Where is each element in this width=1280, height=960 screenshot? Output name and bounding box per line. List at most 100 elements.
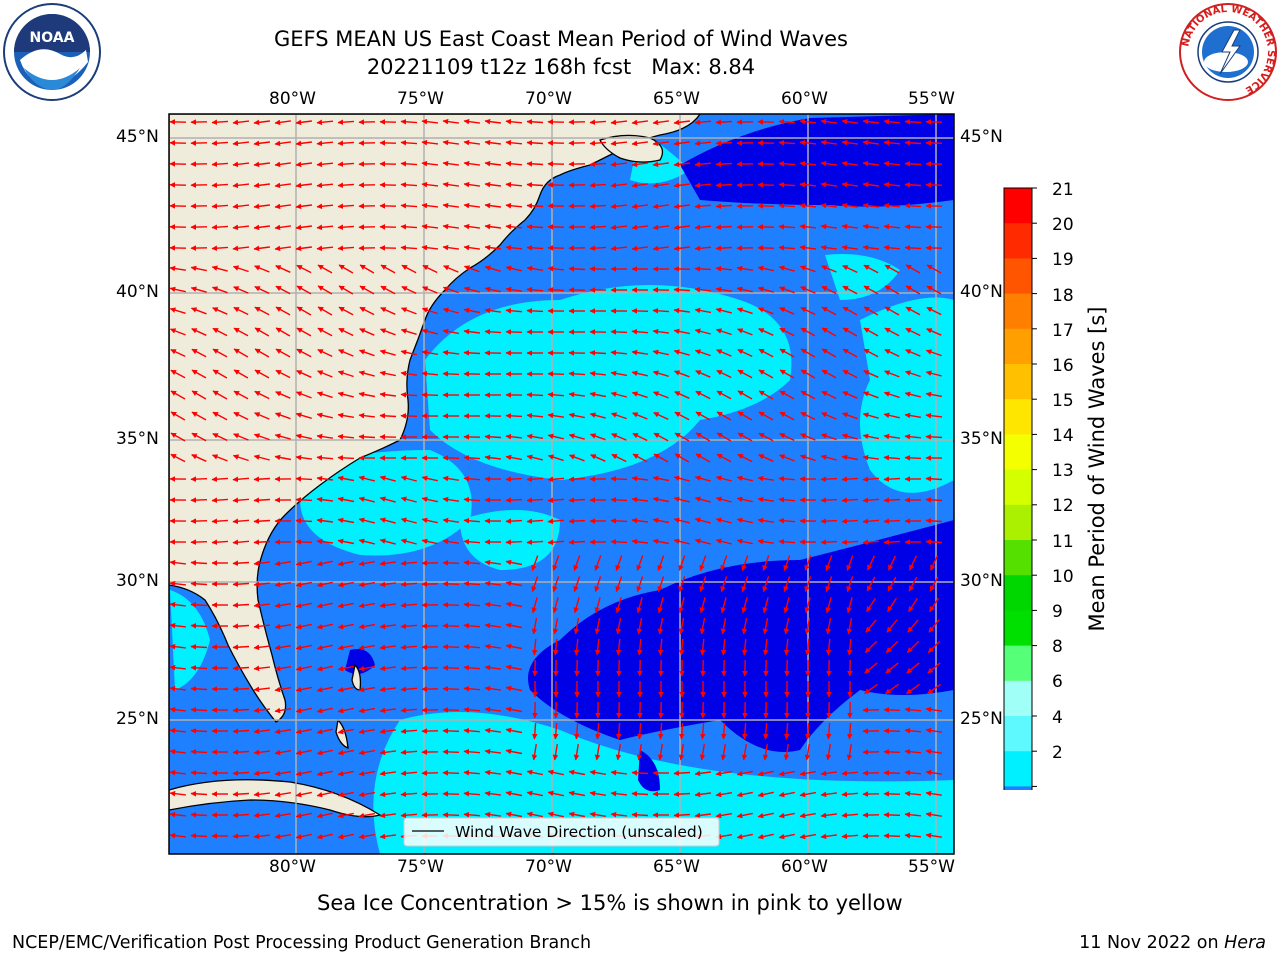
- wave-direction-arrow: [904, 224, 922, 230]
- wave-direction-arrow: [864, 662, 878, 674]
- wave-direction-arrow: [316, 581, 333, 588]
- wave-direction-arrow: [652, 538, 670, 545]
- wave-direction-arrow: [358, 349, 375, 357]
- wave-direction-arrow: [442, 223, 459, 230]
- wave-direction-arrow: [904, 433, 922, 440]
- wave-direction-arrow: [505, 497, 523, 503]
- wave-direction-arrow: [883, 833, 901, 839]
- wave-direction-arrow: [400, 686, 418, 693]
- wave-direction-arrow: [233, 433, 249, 441]
- lon-label-top: 65°W: [653, 89, 700, 109]
- wave-direction-arrow: [232, 140, 250, 147]
- wave-direction-arrow: [253, 812, 270, 819]
- wave-direction-arrow: [678, 722, 685, 740]
- wave-direction-arrow: [568, 518, 586, 524]
- wave-direction-arrow: [442, 560, 460, 566]
- wave-direction-arrow: [783, 617, 790, 635]
- wave-direction-arrow: [232, 224, 250, 231]
- wave-direction-arrow: [400, 749, 418, 756]
- wave-direction-arrow: [841, 476, 859, 483]
- wave-direction-arrow: [274, 119, 291, 126]
- wave-direction-arrow: [678, 638, 685, 656]
- wave-direction-arrow: [463, 622, 481, 629]
- wave-direction-arrow: [421, 328, 438, 335]
- wave-direction-arrow: [295, 812, 312, 819]
- wave-direction-arrow: [253, 581, 270, 588]
- wave-direction-arrow: [211, 497, 229, 504]
- wave-direction-arrow: [316, 644, 333, 651]
- wave-direction-arrow: [929, 576, 939, 592]
- wave-direction-arrow: [232, 623, 250, 629]
- wave-direction-arrow: [842, 306, 858, 316]
- wave-direction-arrow: [547, 811, 564, 818]
- wave-direction-arrow: [190, 518, 208, 524]
- wave-direction-arrow: [825, 722, 832, 740]
- wave-direction-arrow: [631, 224, 648, 231]
- colorbar-bin: [1004, 328, 1032, 365]
- nws-logo: NATIONAL WEATHER SERVICE: [1178, 2, 1278, 102]
- colorbar-tick: 16: [1052, 356, 1074, 376]
- wave-direction-arrow: [295, 791, 312, 798]
- colorbar-bin: [1004, 258, 1032, 295]
- wave-direction-arrow: [190, 728, 208, 734]
- wave-direction-arrow: [274, 161, 291, 168]
- wave-direction-arrow: [358, 833, 376, 840]
- wave-direction-arrow: [615, 743, 622, 761]
- wave-direction-arrow: [631, 496, 648, 503]
- wave-direction-arrow: [673, 307, 690, 314]
- wave-direction-arrow: [841, 202, 858, 209]
- wave-direction-arrow: [275, 327, 291, 337]
- wave-direction-arrow: [573, 743, 580, 761]
- wave-direction-arrow: [505, 454, 523, 461]
- wave-direction-arrow: [505, 811, 523, 818]
- wave-direction-arrow: [484, 139, 501, 146]
- wave-direction-arrow: [552, 743, 559, 761]
- colorbar-bin: [1004, 469, 1032, 506]
- wave-direction-arrow: [421, 496, 438, 503]
- wave-direction-arrow: [337, 496, 355, 503]
- wave-direction-arrow: [169, 559, 186, 566]
- wave-direction-arrow: [821, 306, 837, 316]
- wave-direction-arrow: [589, 161, 607, 168]
- wave-direction-arrow: [526, 412, 544, 419]
- wave-direction-arrow: [295, 833, 312, 840]
- wave-direction-arrow: [673, 161, 690, 168]
- wave-direction-arrow: [505, 433, 523, 440]
- wave-direction-arrow: [779, 348, 795, 358]
- wave-direction-arrow: [762, 638, 769, 656]
- wave-direction-arrow: [799, 160, 817, 167]
- colorbar-bin: [1004, 364, 1032, 400]
- wave-direction-arrow: [190, 833, 208, 839]
- lon-label-bottom: 55°W: [908, 857, 955, 877]
- wave-direction-arrow: [716, 453, 732, 463]
- wave-direction-arrow: [232, 707, 250, 713]
- wave-direction-arrow: [883, 812, 901, 818]
- lat-label-left: 35°N: [116, 429, 159, 449]
- wave-direction-arrow: [484, 118, 501, 125]
- wave-direction-arrow: [379, 623, 396, 630]
- machine-name: Hera: [1224, 933, 1266, 953]
- wave-direction-arrow: [610, 161, 628, 168]
- wave-direction-arrow: [737, 369, 753, 379]
- wave-direction-arrow: [568, 454, 585, 462]
- wave-direction-arrow: [841, 244, 858, 251]
- wave-direction-arrow: [232, 497, 250, 504]
- wave-direction-arrow: [695, 370, 711, 378]
- wave-direction-arrow: [484, 769, 501, 776]
- wave-direction-arrow: [442, 707, 460, 713]
- wave-direction-arrow: [505, 706, 523, 713]
- wave-direction-arrow: [484, 706, 501, 713]
- lon-label-top: 70°W: [525, 89, 572, 109]
- wave-direction-arrow: [442, 475, 460, 482]
- wave-direction-arrow: [505, 118, 523, 125]
- wave-direction-arrow: [883, 454, 901, 461]
- wave-direction-arrow: [531, 638, 538, 656]
- wave-direction-arrow: [379, 517, 396, 524]
- wave-direction-arrow: [573, 597, 580, 614]
- wave-direction-arrow: [316, 665, 333, 672]
- wave-direction-arrow: [673, 328, 690, 335]
- wave-direction-arrow: [274, 623, 292, 630]
- wave-direction-arrow: [400, 538, 417, 545]
- wave-direction-arrow: [337, 560, 354, 567]
- wave-direction-arrow: [883, 118, 901, 125]
